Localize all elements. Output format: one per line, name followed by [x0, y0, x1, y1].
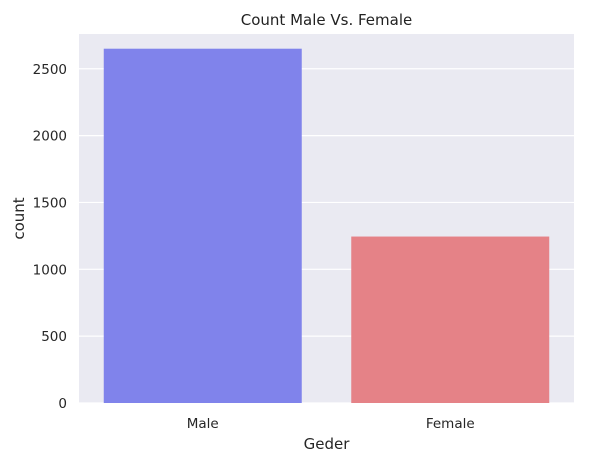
y-tick-label: 1000 — [33, 262, 67, 278]
y-axis-label: count — [10, 197, 28, 239]
x-axis-label: Geder — [304, 435, 351, 453]
y-tick-label: 1500 — [33, 195, 67, 211]
y-tick-label: 0 — [58, 396, 67, 412]
y-tick-label: 2000 — [33, 129, 67, 145]
y-tick-labels: 0 500 1000 1500 2000 2500 — [33, 62, 67, 412]
bar-female — [351, 236, 550, 403]
y-tick-label: 2500 — [33, 62, 67, 78]
bar-male — [103, 48, 302, 404]
bars — [103, 48, 550, 404]
y-tick-label: 500 — [41, 329, 67, 345]
x-tick-label: Male — [187, 416, 219, 432]
x-tick-label: Female — [426, 416, 475, 432]
x-tick-labels: Male Female — [187, 416, 475, 432]
chart-title: Count Male Vs. Female — [241, 11, 412, 29]
